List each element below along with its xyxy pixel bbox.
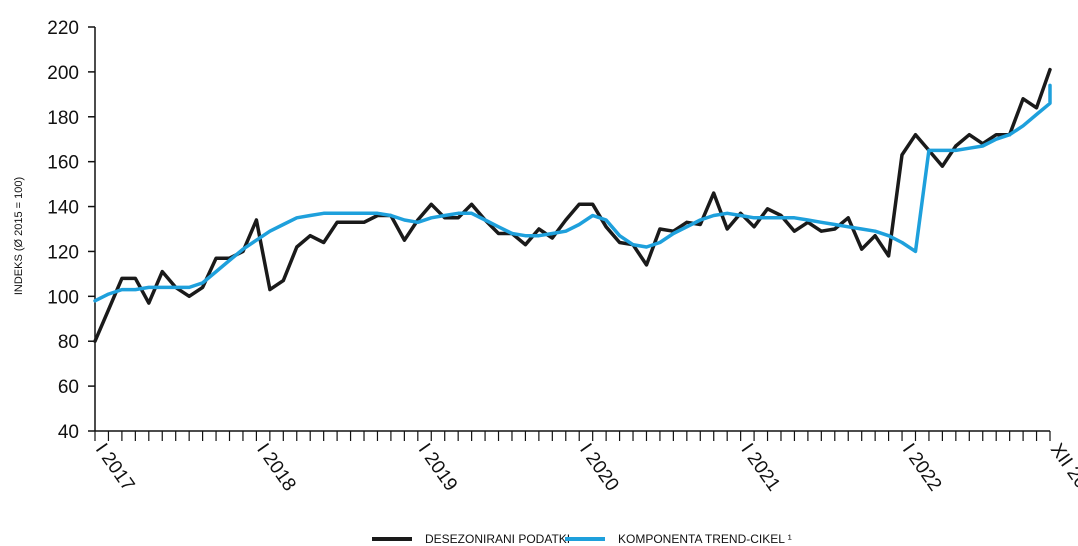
y-tick-label: 200	[47, 63, 79, 84]
y-tick-label: 60	[58, 377, 79, 398]
y-tick-label: 80	[58, 332, 79, 353]
x-tick-label: I 2018	[252, 440, 300, 495]
series-line-trend-cikel	[93, 83, 1052, 303]
y-tick-label: 220	[47, 18, 79, 39]
x-tick-label: I 2017	[91, 440, 139, 495]
x-tick-label: I 2021	[737, 440, 785, 495]
legend-label-desezonirani: DESEZONIRANI PODATKI	[425, 532, 570, 546]
y-tick-label: 160	[47, 153, 79, 174]
x-tick-label: I 2019	[414, 440, 462, 495]
y-axis-label: INDEKS (Ø 2015 = 100)	[13, 177, 25, 295]
x-tick-label: I 2020	[575, 440, 623, 495]
x-tick-label: I 2022	[898, 440, 946, 495]
y-tick-label: 40	[58, 422, 79, 443]
y-tick-label: 120	[47, 242, 79, 263]
series-line-desezonirani	[93, 67, 1052, 343]
x-axis: I 2017 I 2018 I 2019 I 2020 I 2021 I 2022 XII …	[91, 430, 1078, 510]
series-lines	[93, 67, 1052, 343]
x-tick-label: XII 2022	[1046, 440, 1078, 510]
y-axis: 40 60 80 100 120 140 160 180 200 220	[47, 18, 96, 443]
y-tick-label: 140	[47, 198, 79, 219]
legend: DESEZONIRANI PODATKI KOMPONENTA TREND-CI…	[372, 532, 792, 546]
y-tick-label: 100	[47, 287, 79, 308]
legend-label-trend: KOMPONENTA TREND-CIKEL ¹	[618, 532, 792, 546]
y-tick-label: 180	[47, 108, 79, 129]
